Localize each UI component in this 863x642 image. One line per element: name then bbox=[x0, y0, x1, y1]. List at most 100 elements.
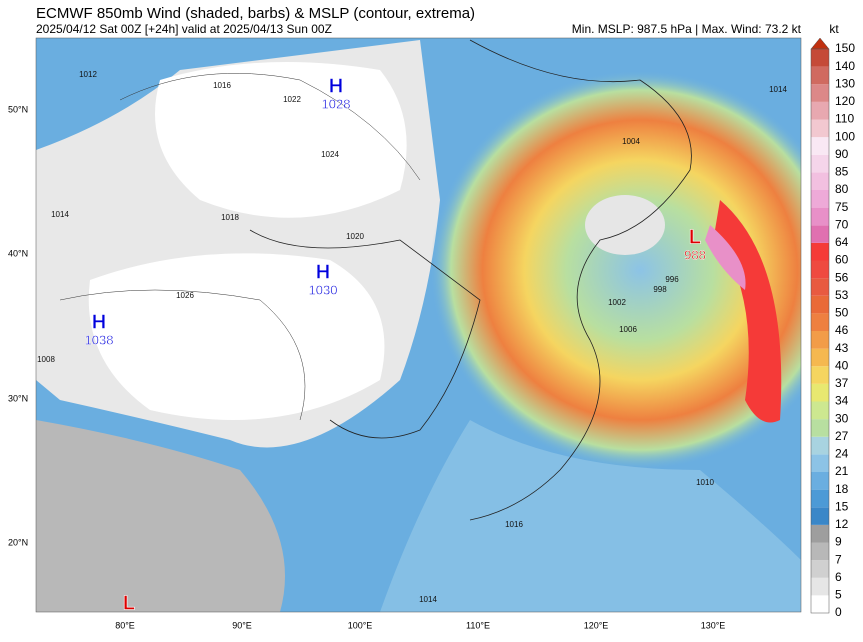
contour-label: 1026 bbox=[176, 291, 194, 300]
colorbar-segment bbox=[811, 172, 829, 190]
colorbar-label: 80 bbox=[835, 182, 849, 196]
colorbar-label: 30 bbox=[835, 411, 849, 425]
colorbar-label: 6 bbox=[835, 570, 842, 584]
contour-label: 1016 bbox=[213, 81, 231, 90]
contour-label: 1018 bbox=[221, 213, 239, 222]
colorbar-segment bbox=[811, 348, 829, 367]
contour-label: 1022 bbox=[283, 95, 301, 104]
colorbar-label: 15 bbox=[835, 499, 849, 513]
colorbar-label: 130 bbox=[835, 76, 855, 90]
contour-label: 1014 bbox=[51, 210, 69, 219]
colorbar-segment bbox=[811, 154, 829, 173]
colorbar-label: 75 bbox=[835, 200, 849, 214]
center-letter: H bbox=[316, 261, 330, 283]
contour-label: 1010 bbox=[696, 478, 714, 487]
colorbar-label: 18 bbox=[835, 482, 849, 496]
center-value: 1038 bbox=[85, 332, 114, 347]
contour-label: 1024 bbox=[321, 150, 339, 159]
contour-label: 996 bbox=[665, 275, 679, 284]
center-letter: H bbox=[92, 311, 106, 333]
colorbar-label: 9 bbox=[835, 535, 842, 549]
colorbar-segment bbox=[811, 242, 829, 261]
generated: 0567912151821242730343740434650535660647… bbox=[8, 37, 855, 630]
contour-label: 1012 bbox=[79, 70, 97, 79]
stats: Min. MSLP: 987.5 hPa | Max. Wind: 73.2 k… bbox=[572, 22, 802, 36]
lat-label: 50°N bbox=[8, 104, 28, 114]
colorbar-extend bbox=[810, 37, 830, 50]
contour-label: 1004 bbox=[622, 137, 640, 146]
colorbar-segment bbox=[811, 260, 829, 279]
colorbar-label: 5 bbox=[835, 588, 842, 602]
colorbar-label: 100 bbox=[835, 129, 855, 143]
contour-label: 998 bbox=[653, 285, 667, 294]
colorbar-label: 90 bbox=[835, 147, 849, 161]
colorbar-segment bbox=[811, 472, 829, 490]
colorbar-segment bbox=[811, 524, 829, 543]
lon-label: 120°E bbox=[584, 620, 609, 630]
lon-label: 100°E bbox=[348, 620, 373, 630]
colorbar-label: 64 bbox=[835, 235, 849, 249]
lon-label: 80°E bbox=[115, 620, 135, 630]
colorbar-label: 85 bbox=[835, 165, 849, 179]
lat-label: 20°N bbox=[8, 537, 28, 547]
colorbar-label: 50 bbox=[835, 306, 849, 320]
center-letter: L bbox=[123, 592, 135, 614]
contour-label: 1014 bbox=[419, 595, 437, 604]
subtitle: 2025/04/12 Sat 00Z [+24h] valid at 2025/… bbox=[36, 22, 332, 36]
colorbar-label: 0 bbox=[835, 605, 842, 619]
center-value: 1030 bbox=[309, 282, 338, 297]
contour-label: 1006 bbox=[619, 325, 637, 334]
center-value: 1028 bbox=[322, 96, 351, 111]
colorbar-segment bbox=[811, 436, 829, 455]
colorbar-label: 140 bbox=[835, 59, 855, 73]
lat-label: 40°N bbox=[8, 248, 28, 258]
center-letter: H bbox=[329, 75, 343, 97]
colorbar-segment bbox=[811, 313, 829, 331]
colorbar-label: 70 bbox=[835, 217, 849, 231]
colorbar-label: 37 bbox=[835, 376, 849, 390]
colorbar-label: 12 bbox=[835, 517, 849, 531]
colorbar-label: 60 bbox=[835, 253, 849, 267]
colorbar-segment bbox=[811, 577, 829, 596]
map-field bbox=[36, 38, 801, 612]
colorbar-label: 24 bbox=[835, 447, 849, 461]
colorbar-label: 34 bbox=[835, 394, 849, 408]
colorbar-segment bbox=[811, 119, 829, 138]
map-frame bbox=[35, 37, 802, 613]
colorbar-frame bbox=[810, 48, 830, 614]
colorbar-segment bbox=[811, 595, 829, 613]
colorbar-label: 120 bbox=[835, 94, 855, 108]
center-value: 988 bbox=[684, 247, 706, 262]
contour-label: 1008 bbox=[37, 355, 55, 364]
colorbar-label: 21 bbox=[835, 464, 849, 478]
contour-label: 1016 bbox=[505, 520, 523, 529]
colorbar-segment bbox=[811, 66, 829, 85]
colorbar-segment bbox=[811, 84, 829, 102]
colorbar-segment bbox=[811, 101, 829, 120]
colorbar-segment bbox=[811, 49, 829, 67]
colorbar-segment bbox=[811, 137, 829, 155]
colorbar-label: 150 bbox=[835, 41, 855, 55]
colorbar-segment bbox=[811, 383, 829, 402]
colorbar-segment bbox=[811, 401, 829, 420]
colorbar-segment bbox=[811, 278, 829, 296]
colorbar-segment bbox=[811, 331, 829, 349]
contour-label: 1002 bbox=[608, 298, 626, 307]
colorbar-segment bbox=[811, 507, 829, 525]
colorbar-segment bbox=[811, 560, 829, 578]
lon-label: 110°E bbox=[466, 620, 490, 630]
colorbar-label: 110 bbox=[835, 112, 854, 126]
colorbar-segment bbox=[811, 419, 829, 437]
colorbar-label: 40 bbox=[835, 358, 849, 372]
colorbar-segment bbox=[811, 295, 829, 314]
colorbar-unit: kt bbox=[829, 22, 839, 36]
colorbar-label: 46 bbox=[835, 323, 849, 337]
contour-label: 1020 bbox=[346, 232, 364, 241]
colorbar-label: 53 bbox=[835, 288, 849, 302]
colorbar-segment bbox=[811, 489, 829, 508]
colorbar-segment bbox=[811, 190, 829, 208]
colorbar-label: 7 bbox=[835, 552, 842, 566]
lon-label: 90°E bbox=[232, 620, 252, 630]
lon-label: 130°E bbox=[701, 620, 726, 630]
